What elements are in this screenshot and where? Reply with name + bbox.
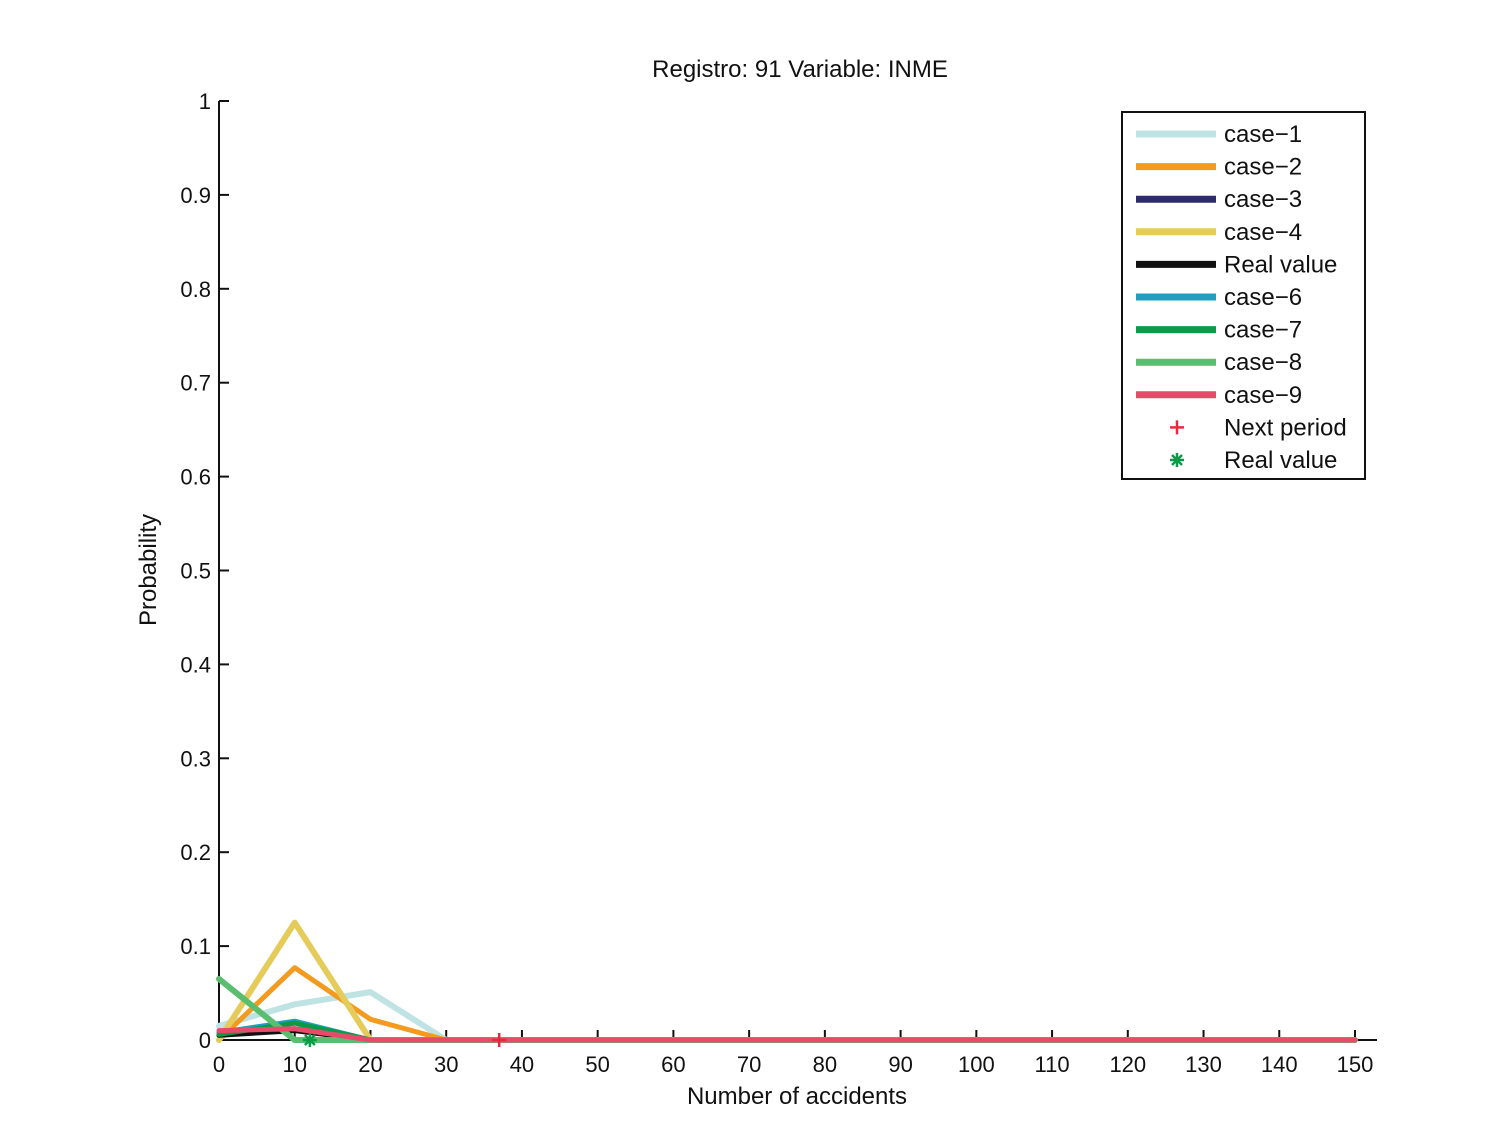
x-tick-label: 20 — [358, 1052, 382, 1077]
legend-label: Real value — [1224, 251, 1337, 278]
legend-marker — [1170, 420, 1184, 435]
x-tick-label: 10 — [282, 1052, 306, 1077]
x-tick-label: 60 — [661, 1052, 685, 1077]
x-tick-label: 70 — [737, 1052, 761, 1077]
legend-label: case−4 — [1224, 219, 1302, 246]
y-tick-label: 0.8 — [180, 277, 211, 302]
legend-label: case−6 — [1224, 284, 1302, 311]
x-tick-label: 40 — [510, 1052, 534, 1077]
legend-label: case−2 — [1224, 154, 1302, 181]
x-tick-label: 110 — [1035, 1052, 1070, 1077]
next-period-marker — [492, 1033, 507, 1047]
real-value-marker — [302, 1033, 317, 1047]
legend-label: case−3 — [1224, 186, 1302, 213]
y-tick-label: 0.6 — [180, 465, 211, 490]
series-line-9 — [216, 1026, 1358, 1043]
series-line-1 — [216, 989, 1358, 1043]
x-tick-label: 130 — [1185, 1052, 1222, 1077]
legend-label: case−7 — [1224, 317, 1302, 344]
legend-label: case−1 — [1224, 121, 1302, 148]
y-tick-label: 0.4 — [180, 652, 211, 677]
legend-marker — [1170, 453, 1184, 467]
plot-lines — [216, 919, 1358, 1043]
y-tick-label: 0.9 — [180, 183, 211, 208]
series-line-8 — [216, 975, 1358, 1043]
legend-label: case−9 — [1224, 382, 1302, 409]
x-tick-label: 30 — [434, 1052, 458, 1077]
plot-markers — [302, 1033, 507, 1047]
axes: 00.10.20.30.40.50.60.70.80.910 10 20 30 40 50… — [180, 89, 1377, 1077]
y-tick-label: 0.7 — [180, 371, 211, 396]
x-tick-label: 50 — [585, 1052, 609, 1077]
x-tick-label: 150 — [1337, 1052, 1374, 1077]
y-tick-label: 1 — [199, 89, 211, 114]
y-tick-label: 0.3 — [180, 746, 211, 771]
y-tick-label: 0 — [199, 1028, 211, 1053]
legend-label: Next period — [1224, 414, 1347, 441]
y-tick-label: 0.2 — [180, 840, 211, 865]
x-tick-label: 0 — [213, 1052, 225, 1077]
x-tick-label: 100 — [958, 1052, 995, 1077]
x-tick-label: 90 — [888, 1052, 912, 1077]
y-axis-label: Probability — [135, 514, 162, 626]
x-tick-label: 140 — [1261, 1052, 1298, 1077]
y-tick-label: 0.1 — [180, 934, 211, 959]
legend: case−1 case−2 case−3 case−4 Real value case−6… — [1121, 111, 1366, 480]
legend-label: case−8 — [1224, 349, 1302, 376]
x-tick-label: 120 — [1109, 1052, 1146, 1077]
marker-stroke — [303, 1034, 316, 1046]
x-axis-label: Number of accidents — [687, 1083, 907, 1110]
x-tick-label: 80 — [813, 1052, 837, 1077]
chart-title: Registro: 91 Variable: INME — [652, 56, 948, 83]
legend-label: Real value — [1224, 447, 1337, 474]
y-tick-label: 0.5 — [180, 559, 211, 584]
marker-stroke — [1171, 454, 1183, 466]
